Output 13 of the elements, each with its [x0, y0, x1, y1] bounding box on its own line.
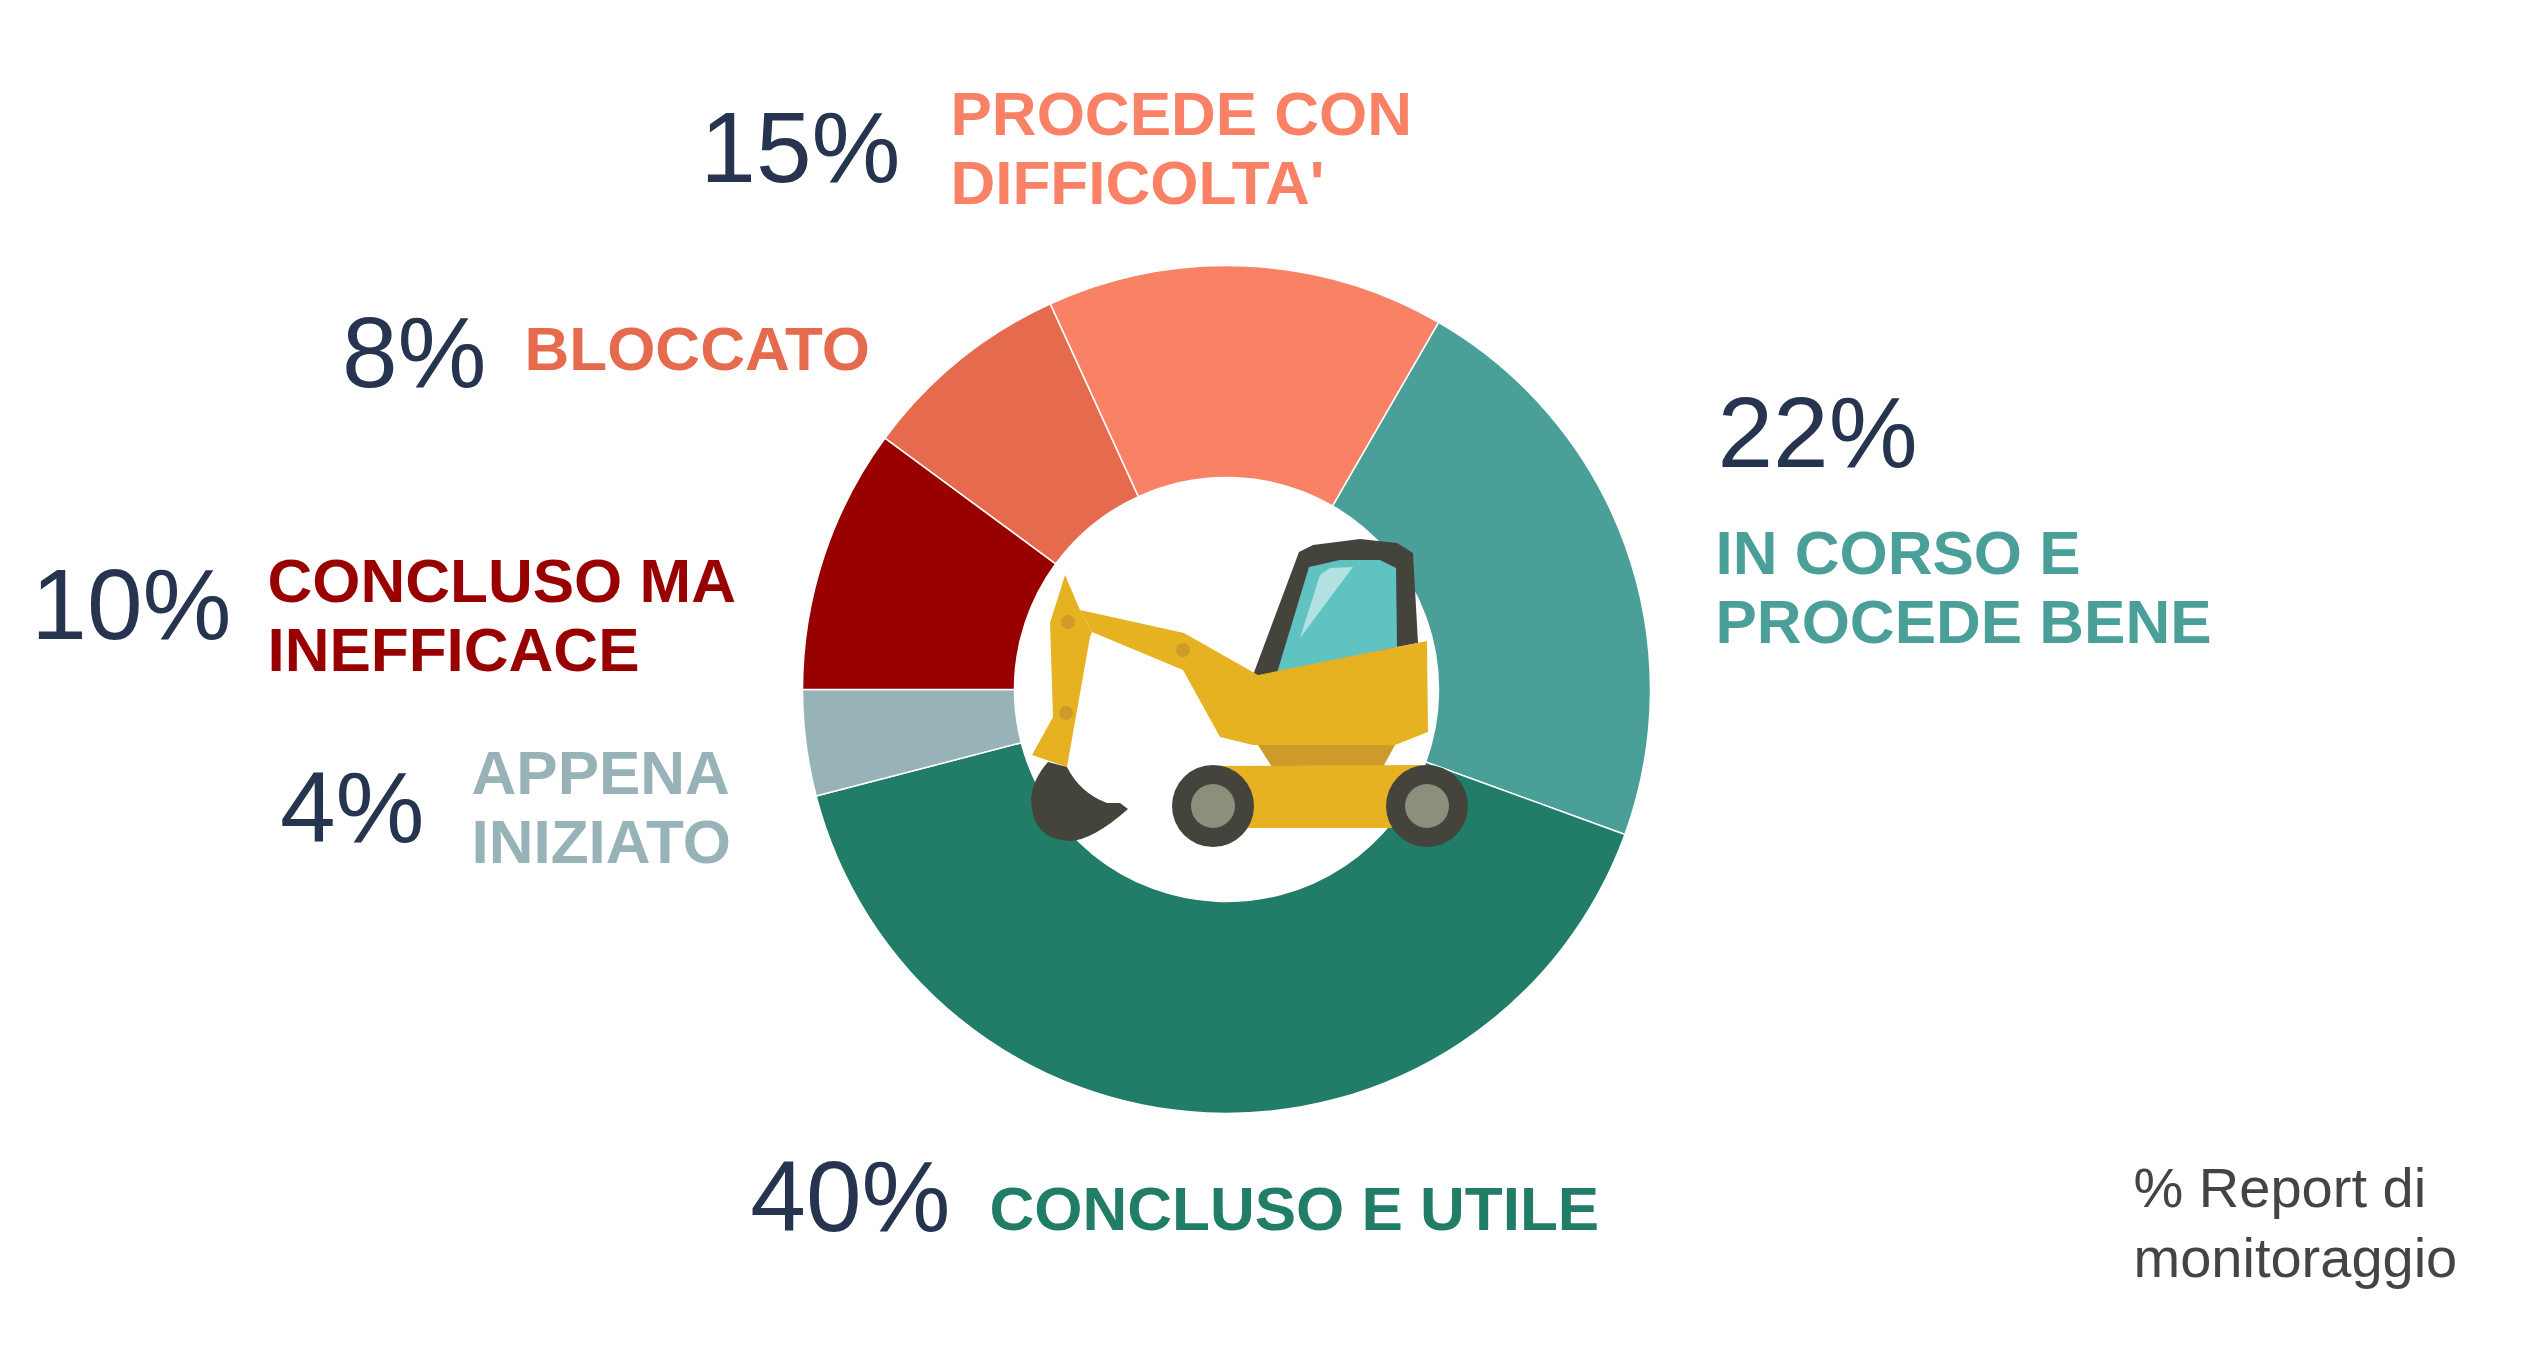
data-label: 10%	[31, 547, 232, 660]
text: % Report di monitoraggio	[2133, 1156, 2458, 1289]
data-label: 22%	[1717, 375, 1918, 488]
slice-label: CONCLUSO E UTILE	[989, 1174, 1600, 1243]
slice-label: APPENA INIZIATO	[471, 737, 731, 876]
slice-label: BLOCCATO	[524, 314, 871, 383]
data-label: 8%	[341, 295, 487, 408]
data-label: 15%	[700, 90, 901, 203]
data-label: 40%	[750, 1139, 951, 1252]
slice-label: CONCLUSO MA INEFFICACE	[267, 545, 736, 684]
data-label: 4%	[279, 750, 425, 863]
slice-label: PROCEDE CON DIFFICOLTA'	[950, 78, 1413, 217]
slice-label: IN CORSO E PROCEDE BENE	[1715, 517, 2212, 656]
